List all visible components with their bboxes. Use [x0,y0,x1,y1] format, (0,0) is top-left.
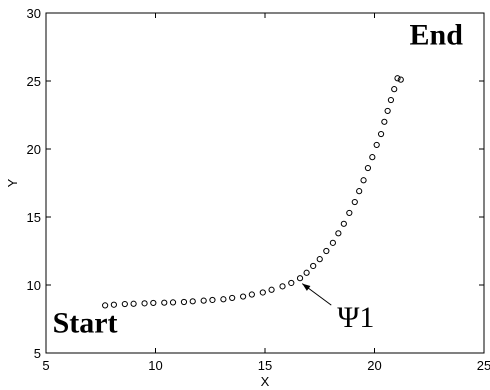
data-point [259,289,266,296]
data-points [102,75,404,309]
data-point [169,299,177,306]
data-point [220,296,227,303]
y-tick-label: 20 [27,142,41,157]
data-point [110,301,117,308]
y-tick-label: 15 [27,210,41,225]
data-point [387,96,395,104]
x-axis-ticks: 5 10 15 20 25 [42,13,490,373]
x-tick-label: 10 [148,358,162,373]
data-point [335,230,342,237]
data-point [288,279,295,287]
psi1-annotation: Ψ1 [337,301,374,334]
end-annotation: End [410,18,464,51]
data-point [394,75,401,82]
data-point [279,283,286,290]
data-point [340,220,347,227]
data-point [323,247,330,255]
data-point [229,294,236,302]
data-point [351,198,358,206]
data-point [150,299,157,307]
data-point [303,269,310,276]
y-tick-label: 30 [27,6,41,21]
data-point [384,107,391,115]
y-tick-label: 5 [34,346,41,361]
y-tick-label: 25 [27,74,41,89]
start-annotation: Start [53,307,118,340]
data-point [373,141,380,149]
data-point [316,256,323,263]
data-point [364,164,372,172]
data-point [161,299,168,306]
data-point [189,298,196,305]
x-tick-label: 15 [258,358,272,373]
data-point [209,296,216,304]
y-axis-label: Y [5,178,20,187]
data-point [130,300,137,307]
data-point [141,300,148,307]
y-axis-ticks: 5 10 15 20 25 30 [27,6,484,361]
data-point [397,76,404,83]
data-point [356,188,363,195]
plot-area [45,12,485,354]
y-tick-label: 10 [27,278,41,293]
data-point [381,118,388,125]
data-point [346,209,353,217]
data-point [369,154,376,161]
data-point [296,275,304,282]
data-point [200,297,207,304]
data-point [310,262,317,270]
psi1-arrow-head [302,283,311,291]
data-point [240,293,247,300]
data-point [121,300,128,308]
x-tick-label: 25 [477,358,490,373]
data-point [391,86,398,93]
data-point [360,177,367,184]
annotations: Start End Ψ1 [53,18,464,339]
data-point [329,239,336,246]
data-point [180,298,188,306]
x-tick-label: 20 [367,358,381,373]
data-point [268,286,275,293]
data-point [102,302,109,309]
x-tick-label: 5 [42,358,49,373]
data-point [248,291,255,298]
data-point [377,130,385,138]
x-axis-label: X [261,374,270,389]
